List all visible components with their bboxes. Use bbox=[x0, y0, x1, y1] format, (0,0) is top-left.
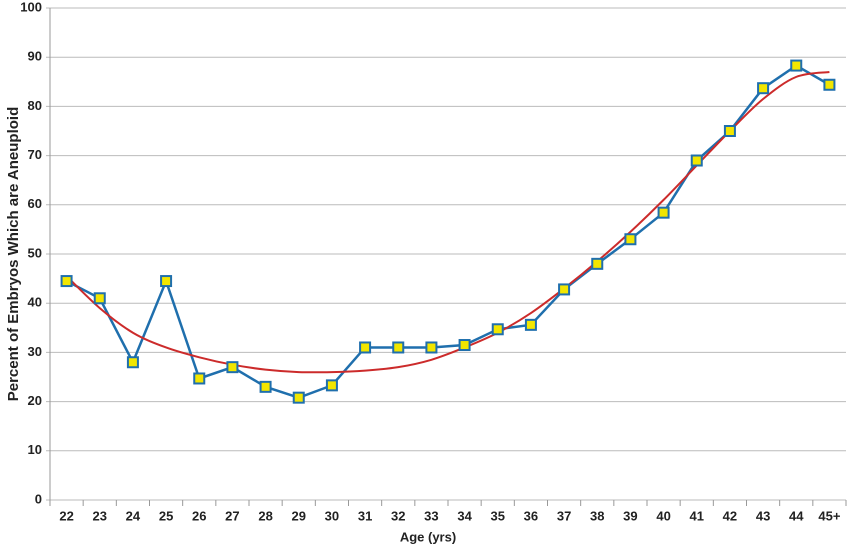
x-tick-label: 40 bbox=[656, 508, 670, 523]
marker bbox=[359, 341, 372, 354]
y-tick-label: 60 bbox=[28, 196, 42, 211]
x-tick-label: 36 bbox=[524, 508, 538, 523]
y-tick-label: 70 bbox=[28, 147, 42, 162]
x-tick-label: 32 bbox=[391, 508, 405, 523]
marker bbox=[757, 82, 770, 95]
marker bbox=[392, 341, 405, 354]
marker bbox=[126, 356, 139, 369]
x-tick-label: 39 bbox=[623, 508, 637, 523]
x-tick-label: 23 bbox=[93, 508, 107, 523]
x-tick-label: 43 bbox=[756, 508, 770, 523]
y-tick-label: 100 bbox=[20, 0, 42, 14]
x-tick-label: 33 bbox=[424, 508, 438, 523]
marker bbox=[292, 391, 305, 404]
x-tick-label: 42 bbox=[723, 508, 737, 523]
x-tick-label: 37 bbox=[557, 508, 571, 523]
x-tick-label: 34 bbox=[457, 508, 472, 523]
x-axis-label: Age (yrs) bbox=[400, 529, 456, 544]
x-tick-label: 38 bbox=[590, 508, 604, 523]
y-tick-label: 40 bbox=[28, 295, 42, 310]
y-tick-label: 20 bbox=[28, 393, 42, 408]
x-tick-label: 30 bbox=[325, 508, 339, 523]
x-tick-label: 22 bbox=[59, 508, 73, 523]
x-tick-label: 35 bbox=[491, 508, 505, 523]
marker bbox=[524, 318, 537, 331]
x-tick-label: 44 bbox=[789, 508, 804, 523]
x-tick-label: 28 bbox=[258, 508, 272, 523]
marker bbox=[60, 275, 73, 288]
marker bbox=[491, 323, 504, 336]
y-tick-label: 30 bbox=[28, 344, 42, 359]
marker bbox=[425, 341, 438, 354]
marker bbox=[823, 78, 836, 91]
marker bbox=[458, 339, 471, 352]
x-tick-label: 45+ bbox=[818, 508, 840, 523]
marker bbox=[558, 283, 571, 296]
marker bbox=[226, 361, 239, 374]
marker bbox=[690, 154, 703, 167]
y-tick-label: 50 bbox=[28, 245, 42, 260]
y-axis-label: Percent of Embryos Which are Aneuploid bbox=[5, 107, 22, 402]
marker bbox=[591, 257, 604, 270]
marker bbox=[259, 380, 272, 393]
x-tick-label: 24 bbox=[126, 508, 141, 523]
x-tick-label: 25 bbox=[159, 508, 173, 523]
marker bbox=[790, 59, 803, 72]
y-tick-label: 10 bbox=[28, 442, 42, 457]
marker bbox=[193, 372, 206, 385]
x-tick-label: 31 bbox=[358, 508, 372, 523]
marker bbox=[160, 275, 173, 288]
y-tick-label: 90 bbox=[28, 49, 42, 64]
marker bbox=[325, 379, 338, 392]
marker bbox=[657, 206, 670, 219]
x-tick-label: 41 bbox=[690, 508, 704, 523]
x-tick-label: 29 bbox=[292, 508, 306, 523]
marker bbox=[723, 125, 736, 137]
marker bbox=[624, 233, 637, 246]
data-line bbox=[66, 64, 831, 399]
y-tick-label: 0 bbox=[35, 491, 42, 506]
x-tick-label: 27 bbox=[225, 508, 239, 523]
y-tick-label: 80 bbox=[28, 98, 42, 113]
x-tick-label: 26 bbox=[192, 508, 206, 523]
marker bbox=[93, 292, 106, 305]
